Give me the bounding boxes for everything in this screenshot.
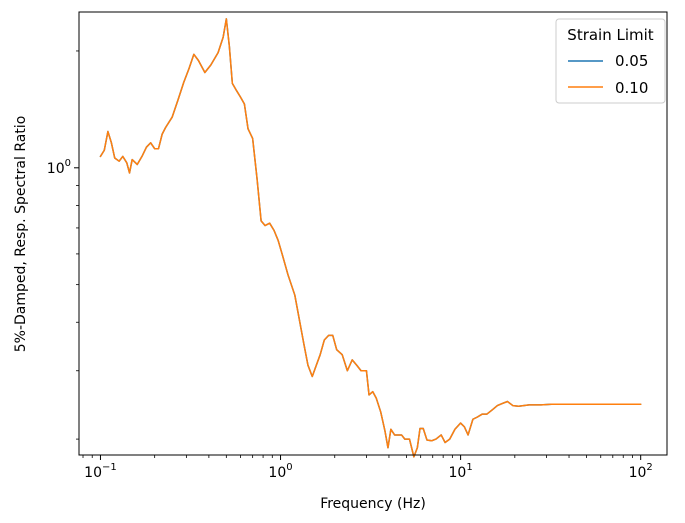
y-tick-label: 100 bbox=[47, 158, 71, 177]
x-tick-label: 10−1 bbox=[84, 462, 117, 481]
plot-area-frame bbox=[78, 11, 668, 456]
series-layer bbox=[99, 18, 642, 458]
x-tick-label: 102 bbox=[629, 462, 653, 481]
x-tick-label: 100 bbox=[268, 462, 292, 481]
legend-title: Strain Limit bbox=[567, 26, 654, 44]
legend: Strain Limit 0.05 0.10 bbox=[555, 18, 666, 104]
legend-label-0.10: 0.10 bbox=[615, 79, 648, 97]
tick-layer: 10−1 100 101 102 100 bbox=[47, 50, 653, 481]
legend-box bbox=[555, 18, 666, 104]
x-tick-label: 101 bbox=[449, 462, 473, 481]
series-line-0.10 bbox=[99, 18, 642, 458]
x-axis-label: Frequency (Hz) bbox=[320, 496, 426, 512]
legend-label-0.05: 0.05 bbox=[615, 52, 648, 70]
y-axis-label: 5%-Damped, Resp. Spectral Ratio bbox=[13, 116, 29, 353]
